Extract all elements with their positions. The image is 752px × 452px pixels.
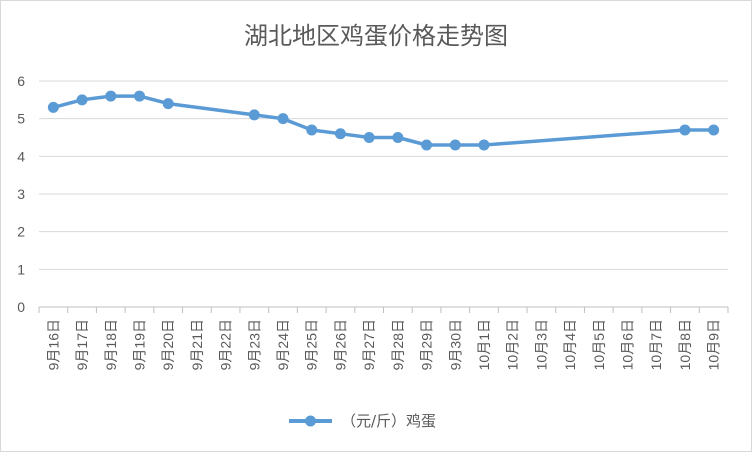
gridlines bbox=[38, 80, 729, 313]
x-axis-tick-labels: 9月16日 9月17日 9月18日 9月19日 9月20日 9月21日 9月22日 9月23日… bbox=[45, 319, 721, 370]
data-point-3 bbox=[133, 90, 145, 102]
series-layer bbox=[47, 90, 720, 151]
chart-title: 湖北地区鸡蛋价格走势图 bbox=[244, 22, 508, 50]
series-line bbox=[51, 94, 716, 147]
x-tick-label: 9月17日 bbox=[74, 319, 90, 370]
x-tick-label: 10月6日 bbox=[620, 319, 636, 370]
legend-label: （元/斤）鸡蛋 bbox=[341, 412, 436, 430]
x-tick-label: 9月24日 bbox=[275, 319, 291, 370]
x-tick-label: 10月9日 bbox=[706, 319, 722, 370]
data-point-8 bbox=[277, 113, 289, 125]
x-tick-label: 10月8日 bbox=[677, 319, 693, 370]
y-tick-label: 0 bbox=[17, 299, 25, 315]
x-tick-label: 9月21日 bbox=[189, 319, 205, 370]
x-tick-label: 9月25日 bbox=[304, 319, 320, 370]
y-tick-label: 3 bbox=[17, 186, 25, 202]
data-point-11 bbox=[363, 132, 375, 143]
x-tick-label: 10月5日 bbox=[591, 319, 607, 370]
x-tick-label: 9月18日 bbox=[103, 319, 119, 370]
legend-point-marker bbox=[305, 415, 316, 427]
x-tick-label: 9月22日 bbox=[218, 319, 234, 370]
y-tick-label: 6 bbox=[17, 73, 25, 89]
data-point-13 bbox=[421, 139, 433, 151]
x-tick-label: 9月30日 bbox=[447, 319, 463, 370]
x-tick-label: 9月16日 bbox=[45, 319, 61, 370]
data-point-10 bbox=[334, 128, 346, 140]
x-tick-label: 9月23日 bbox=[246, 319, 262, 370]
x-tick-label: 9月28日 bbox=[390, 319, 406, 370]
data-point-0 bbox=[47, 101, 59, 113]
y-tick-label: 5 bbox=[17, 111, 25, 127]
x-tick-label: 10月7日 bbox=[648, 319, 664, 370]
x-tick-label: 10月4日 bbox=[562, 319, 578, 370]
x-tick-label: 9月27日 bbox=[361, 319, 377, 370]
data-point-2 bbox=[105, 90, 117, 102]
data-point-4 bbox=[162, 98, 174, 110]
x-tick-label: 10月1日 bbox=[476, 319, 492, 370]
x-tick-label: 10月2日 bbox=[505, 319, 521, 370]
x-tick-label: 9月20日 bbox=[160, 319, 176, 370]
data-point-22 bbox=[679, 124, 691, 136]
data-point-12 bbox=[392, 132, 404, 143]
x-tick-label: 10月3日 bbox=[533, 319, 549, 370]
data-point-1 bbox=[76, 94, 88, 106]
data-point-14 bbox=[449, 139, 461, 151]
x-tick-label: 9月29日 bbox=[419, 319, 435, 370]
data-point-9 bbox=[306, 124, 318, 136]
data-point-15 bbox=[478, 139, 490, 151]
y-tick-label: 1 bbox=[17, 261, 25, 277]
y-tick-label: 2 bbox=[17, 224, 25, 240]
data-point-7 bbox=[248, 109, 260, 121]
y-tick-label: 4 bbox=[17, 148, 25, 164]
legend: （元/斤）鸡蛋 bbox=[289, 412, 436, 430]
data-point-23 bbox=[708, 124, 720, 136]
x-tick-label: 9月19日 bbox=[131, 319, 147, 370]
x-tick-label: 9月26日 bbox=[332, 319, 348, 370]
y-axis-tick-labels: 0 1 2 3 4 5 6 bbox=[17, 73, 25, 315]
